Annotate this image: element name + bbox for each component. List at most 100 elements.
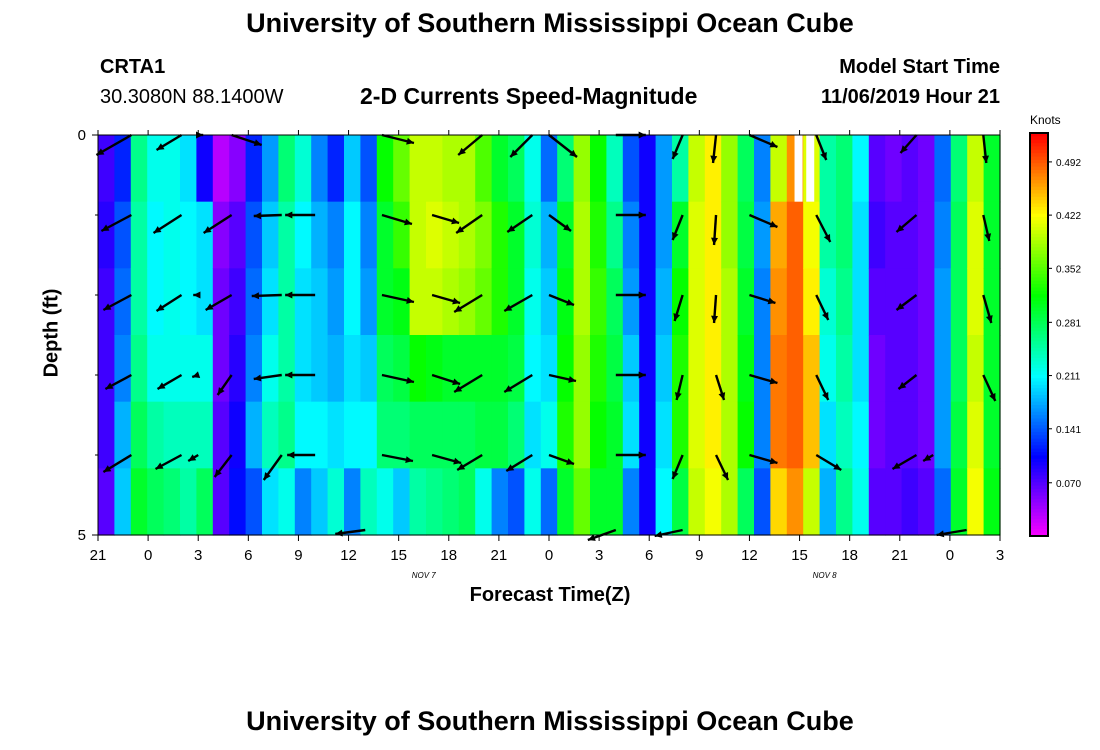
colorbar-segment [1030, 478, 1048, 483]
arrow-head [769, 377, 778, 385]
colorbar-tick-label: 0.281 [1056, 318, 1081, 329]
arrow-head [769, 457, 778, 465]
heatmap-cell [196, 201, 214, 269]
arrow-head [192, 371, 201, 379]
heatmap-cell [557, 401, 575, 469]
heatmap-cell [836, 135, 853, 203]
arrow-head [711, 315, 719, 323]
heatmap-cell [573, 401, 591, 469]
heatmap-cell [180, 268, 197, 336]
current-arrow [381, 373, 415, 384]
heatmap-cell [655, 268, 673, 336]
arrow-head [406, 297, 414, 304]
heatmap-cell [540, 268, 558, 336]
heatmap-cell [524, 201, 542, 269]
heatmap-cell [442, 201, 460, 269]
x-tick-label: 12 [741, 547, 758, 564]
colorbar-segment [1030, 243, 1048, 248]
arrow-head [153, 226, 162, 233]
heatmap-cell [967, 401, 985, 469]
heatmap-cell [606, 335, 624, 403]
heatmap-cell [737, 401, 755, 469]
arrow-head [710, 155, 718, 163]
colorbar-segment [1030, 193, 1048, 198]
heatmap-cell [508, 401, 525, 469]
x-tick-label: 6 [244, 547, 252, 564]
colorbar-segment [1030, 425, 1048, 430]
colorbar-segment [1030, 475, 1048, 480]
heatmap-cell [475, 468, 493, 536]
arrow-head [105, 382, 114, 389]
heatmap-cell [754, 401, 771, 469]
colorbar-tick-label: 0.070 [1056, 479, 1081, 490]
current-arrow [431, 293, 461, 305]
current-arrow [193, 291, 201, 299]
heatmap-cell [836, 335, 853, 403]
heatmap-cell [147, 401, 165, 469]
heatmap-cell [311, 401, 329, 469]
heatmap-cell [573, 468, 591, 536]
heatmap-cell [458, 468, 476, 536]
colorbar-segment [1030, 418, 1048, 423]
current-arrow [815, 374, 830, 401]
arrow-head [638, 371, 646, 379]
heatmap-cell [770, 335, 788, 403]
arrow-head [711, 237, 718, 245]
colorbar-segment [1030, 485, 1048, 490]
heatmap-cell [294, 335, 312, 403]
colorbar-segment [1030, 445, 1048, 450]
heatmap-cell [573, 201, 591, 269]
heatmap-cell [639, 201, 657, 269]
heatmap-cell [606, 468, 624, 536]
colorbar-segment [1030, 347, 1048, 352]
arrow-head [155, 462, 164, 469]
x-axis-label: Forecast Time(Z) [469, 584, 631, 606]
heatmap-cell [98, 335, 115, 403]
heatmap-cell [721, 335, 739, 403]
heatmap-cell [491, 468, 509, 536]
heatmap-cell [212, 468, 230, 536]
current-arrow [457, 134, 483, 156]
current-arrow [899, 134, 918, 154]
colorbar-segment [1030, 334, 1048, 339]
heatmap-cell [311, 135, 329, 203]
colorbar-segment [1030, 388, 1048, 393]
heatmap-cell [458, 135, 476, 203]
heatmap-cell [934, 468, 952, 536]
colorbar-segment [1030, 297, 1048, 302]
current-arrow [548, 453, 575, 466]
colorbar-segment [1030, 216, 1048, 221]
heatmap-cell [180, 201, 197, 269]
heatmap-cell [475, 401, 493, 469]
arrow-head [820, 152, 827, 160]
heatmap-cell [770, 201, 788, 269]
colorbar-segment [1030, 394, 1048, 399]
colorbar-segment [1030, 472, 1048, 477]
heatmap-cell [967, 268, 985, 336]
heatmap-cell [442, 268, 460, 336]
heatmap-cell [540, 135, 558, 203]
heatmap-cell [901, 401, 919, 469]
heatmap-cell [606, 201, 624, 269]
heatmap-cell [508, 201, 525, 269]
current-arrow [287, 451, 316, 459]
heatmap-cell [606, 135, 624, 203]
colorbar-segment [1030, 499, 1048, 504]
current-arrow [503, 293, 533, 313]
heatmap-cell [721, 268, 739, 336]
heatmap-cell [721, 468, 739, 536]
arrow-head [769, 220, 778, 228]
colorbar-segment [1030, 213, 1048, 218]
current-arrow [456, 453, 483, 472]
model-start-time: 11/06/2019 Hour 21 [820, 86, 1000, 108]
colorbar-segment [1030, 180, 1048, 184]
colorbar-segment [1030, 364, 1048, 369]
arrow-head [253, 139, 262, 147]
colorbar-segment [1030, 287, 1048, 292]
heatmap-cell [868, 135, 886, 203]
current-arrow [503, 373, 533, 394]
heatmap-cell [163, 335, 181, 403]
colorbar-segment [1030, 361, 1048, 366]
colorbar-segment [1030, 149, 1048, 154]
x-tick-label: 6 [645, 547, 653, 564]
